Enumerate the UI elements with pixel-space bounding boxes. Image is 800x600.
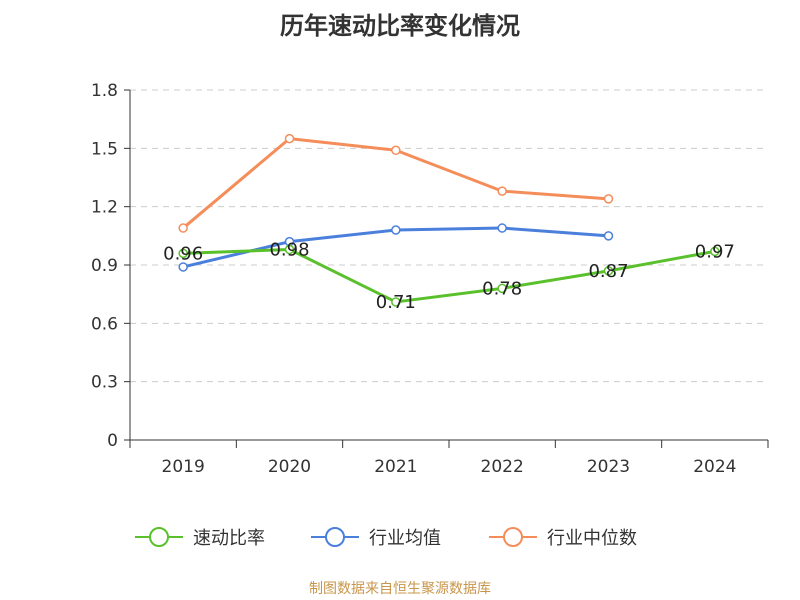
- x-tick-label: 2019: [162, 457, 205, 477]
- data-label: 0.97: [695, 241, 735, 262]
- data-point[interactable]: [178, 248, 188, 259]
- x-tick-label: 2021: [374, 457, 417, 477]
- data-label: 0.78: [482, 278, 522, 299]
- data-point[interactable]: [497, 186, 507, 196]
- data-point[interactable]: [497, 223, 507, 233]
- series-line: [183, 247, 716, 304]
- data-point[interactable]: [178, 223, 188, 233]
- data-point[interactable]: [178, 262, 188, 272]
- y-tick-label: 1.5: [91, 139, 118, 159]
- data-label: 0.71: [376, 292, 416, 313]
- data-point[interactable]: [391, 225, 401, 235]
- data-point[interactable]: [391, 145, 401, 156]
- x-tick-label: 2023: [587, 457, 630, 477]
- data-label: 0.98: [269, 239, 309, 260]
- data-point[interactable]: [391, 297, 401, 307]
- legend-marker: [149, 527, 169, 547]
- data-point[interactable]: [603, 194, 614, 204]
- legend-label[interactable]: 行业均值: [369, 528, 441, 549]
- y-tick-label: 0.3: [91, 373, 118, 393]
- x-tick-label: 2022: [481, 457, 524, 477]
- legend-marker: [325, 527, 345, 547]
- legend-label[interactable]: 速动比率: [193, 528, 265, 549]
- data-point[interactable]: [603, 266, 614, 276]
- data-label: 0.96: [163, 243, 203, 264]
- y-tick-label: 0: [107, 431, 118, 451]
- data-point[interactable]: [603, 231, 614, 241]
- y-tick-label: 1.2: [91, 198, 118, 218]
- data-point[interactable]: [284, 133, 295, 144]
- y-tick-label: 1.8: [91, 81, 118, 101]
- chart-title: 历年速动比率变化情况: [280, 12, 520, 40]
- data-point[interactable]: [497, 283, 507, 294]
- x-tick-label: 2024: [693, 457, 736, 477]
- source-note: 制图数据来自恒生聚源数据库: [309, 581, 491, 597]
- y-tick-label: 0.6: [91, 314, 118, 334]
- y-tick-label: 0.9: [91, 256, 118, 276]
- data-point[interactable]: [284, 244, 295, 255]
- legend-marker: [503, 527, 523, 547]
- data-point[interactable]: [710, 246, 720, 257]
- legend-label[interactable]: 行业中位数: [547, 528, 637, 549]
- data-label: 0.87: [588, 261, 628, 282]
- x-tick-label: 2020: [268, 457, 311, 477]
